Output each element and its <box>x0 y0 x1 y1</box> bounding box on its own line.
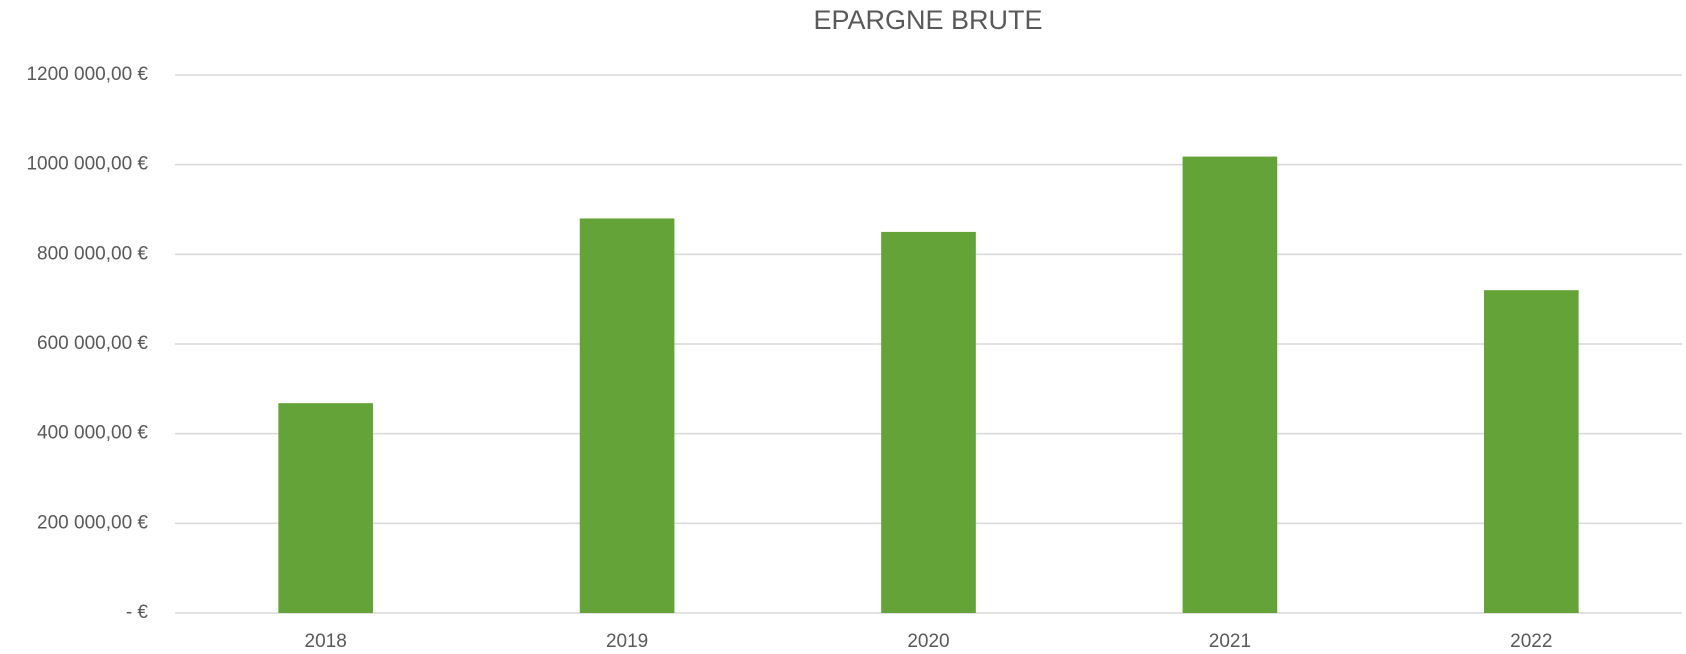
bar <box>278 403 374 613</box>
chart-title: EPARGNE BRUTE <box>813 5 1042 35</box>
x-tick-label: 2022 <box>1510 631 1552 652</box>
y-tick-label: 400 000,00 € <box>37 423 148 444</box>
bar <box>579 218 675 613</box>
bar <box>881 231 976 613</box>
x-tick-label: 2019 <box>606 631 648 652</box>
bar <box>1483 290 1579 613</box>
y-tick-label: 1200 000,00 € <box>26 64 148 85</box>
y-tick-label: 200 000,00 € <box>37 512 148 533</box>
y-tick-label: - € <box>126 602 149 623</box>
y-tick-label: 800 000,00 € <box>37 243 148 264</box>
x-tick-label: 2021 <box>1209 631 1251 652</box>
y-tick-label: 1000 000,00 € <box>26 154 148 175</box>
x-tick-label: 2018 <box>305 631 347 652</box>
bar <box>1182 156 1278 613</box>
x-tick-label: 2020 <box>907 631 949 652</box>
y-tick-label: 600 000,00 € <box>37 333 148 354</box>
